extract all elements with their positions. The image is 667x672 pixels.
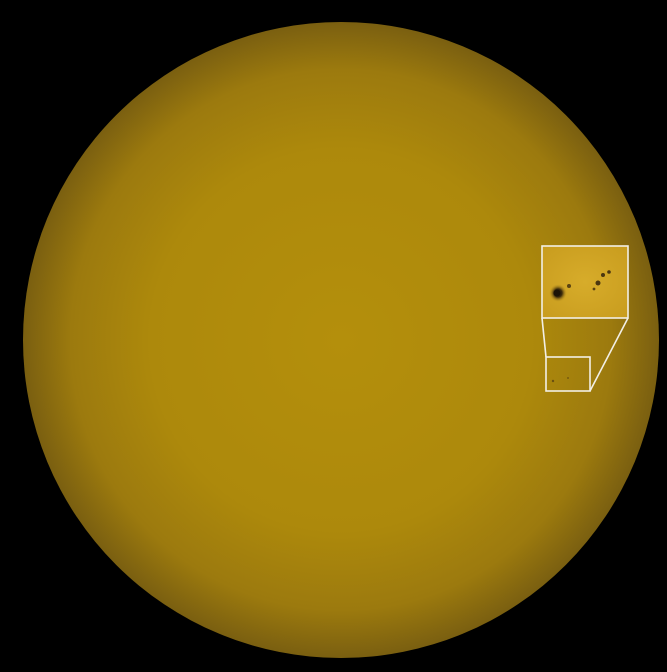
solar-disk	[23, 22, 659, 658]
zoom-callout	[541, 245, 629, 392]
sunspot-umbra	[553, 289, 561, 297]
callout-line	[541, 317, 547, 358]
inset-box	[541, 245, 629, 319]
sunspots	[549, 270, 611, 383]
sunspot	[567, 377, 569, 379]
source-box	[545, 356, 591, 392]
sunspot	[607, 270, 611, 274]
sunspot	[601, 273, 605, 277]
callout-line	[589, 317, 629, 392]
sunspot	[595, 280, 601, 286]
sunspot	[567, 284, 571, 288]
sunspot	[551, 379, 555, 383]
sunspot	[592, 287, 596, 291]
